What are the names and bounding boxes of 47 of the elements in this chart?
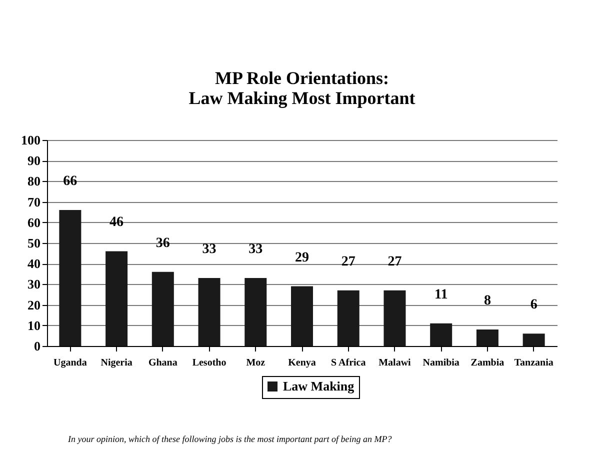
- bar: [337, 290, 360, 346]
- y-tick-label: 90: [28, 153, 40, 168]
- x-tick-label: Nigeria: [100, 358, 132, 368]
- chart-title: MP Role Orientations: Law Making Most Important: [188, 68, 416, 108]
- data-label: 66: [63, 174, 78, 190]
- bar: [476, 330, 498, 346]
- x-tick-label: Tanzania: [514, 358, 554, 368]
- x-tick-label: Kenya: [288, 358, 316, 368]
- text: In your opinion, which of these following jobs is the most important part of being an MP?: [68, 434, 392, 444]
- y-tick-label: 30: [28, 276, 40, 292]
- x-tick-label: Uganda: [54, 358, 87, 368]
- y-tick-label: 10: [28, 318, 40, 333]
- data-label: 27: [388, 254, 402, 270]
- data-label: 33: [202, 242, 216, 258]
- bar: [198, 278, 220, 346]
- y-tick-label: 40: [28, 256, 40, 272]
- data-label: 46: [110, 215, 124, 230]
- bar: [430, 323, 452, 346]
- data-label: 8: [484, 294, 491, 309]
- x-tick-label: Namibia: [422, 358, 460, 368]
- y-tick-label: 70: [28, 194, 40, 210]
- bar: [244, 278, 267, 346]
- data-label: 33: [248, 242, 263, 258]
- bar: [59, 210, 82, 346]
- data-label: 11: [434, 287, 448, 302]
- x-tick-label: Malawi: [378, 358, 412, 368]
- y-tick-label: 20: [28, 297, 40, 312]
- data-label: 6: [530, 298, 538, 313]
- y-tick-label: 50: [28, 236, 40, 250]
- data-label: 27: [341, 254, 356, 270]
- legend-label: Law Making: [283, 378, 355, 394]
- bar: [384, 290, 406, 346]
- x-tick-label: S Africa: [331, 358, 366, 368]
- x-tick-label: Moz: [246, 358, 266, 368]
- x-tick-label: Zambia: [470, 358, 504, 368]
- data-label: 36: [156, 236, 170, 251]
- bar: [152, 272, 174, 346]
- x-tick-label: Lesotho: [192, 358, 226, 368]
- bar: [522, 334, 545, 346]
- bar: [291, 286, 313, 346]
- y-tick-label: 0: [34, 338, 40, 354]
- data-label: 29: [295, 250, 309, 266]
- bar: [106, 251, 128, 346]
- x-tick-label: Ghana: [148, 358, 178, 368]
- y-tick-label: 100: [21, 132, 40, 148]
- y-tick-label: 80: [28, 174, 40, 189]
- y-tick-label: 60: [28, 214, 40, 230]
